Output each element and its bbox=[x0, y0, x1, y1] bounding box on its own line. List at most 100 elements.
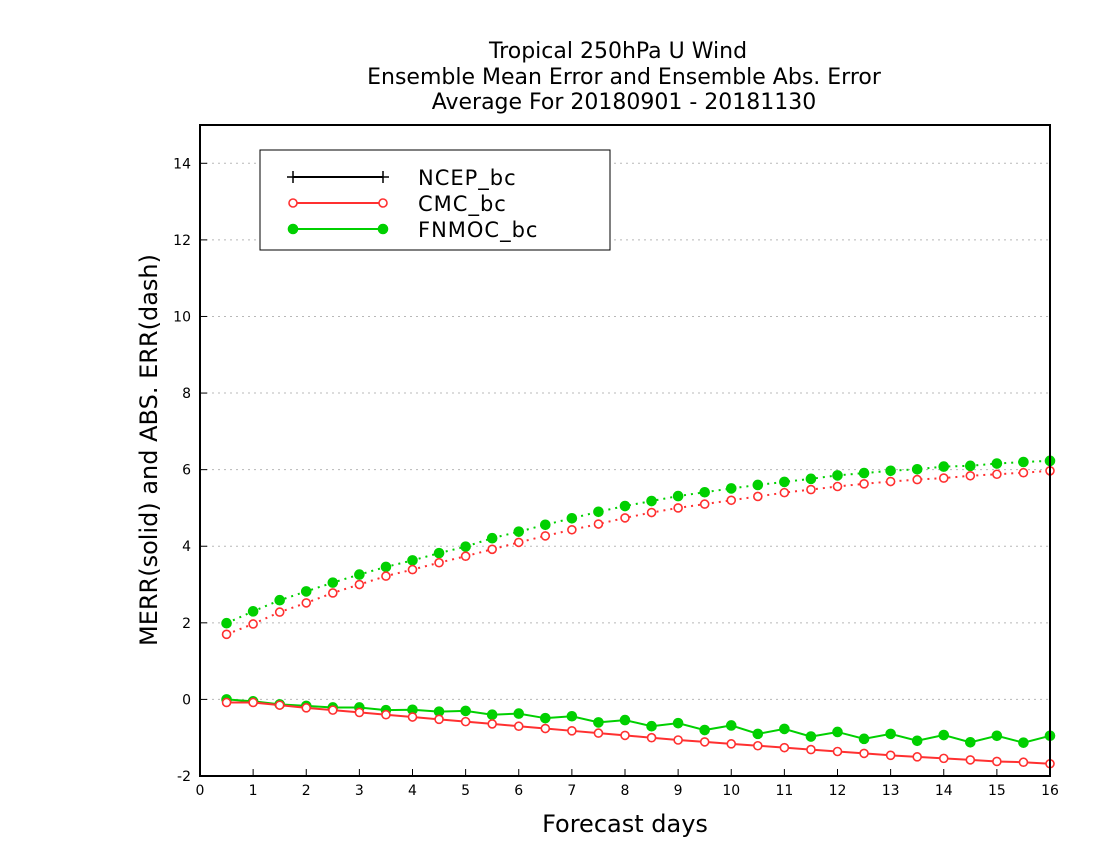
cmc-bc-mean-error-point bbox=[779, 742, 790, 753]
cmc-bc-abs-error-point bbox=[726, 495, 737, 506]
fnmoc-bc-abs-error-point bbox=[540, 519, 551, 531]
legend-label-ncep-bc: NCEP_bc bbox=[418, 166, 517, 191]
legend-label-fnmoc-bc: FNMOC_bc bbox=[418, 218, 538, 243]
fnmoc-bc-abs-error-point bbox=[274, 594, 285, 606]
fnmoc-bc-abs-error-point bbox=[646, 495, 657, 507]
x-tick-label: 7 bbox=[567, 783, 576, 799]
cmc-bc-mean-error-point bbox=[965, 755, 976, 765]
cmc-bc-abs-error-point bbox=[354, 579, 365, 590]
cmc-bc-abs-error-point bbox=[460, 551, 471, 561]
x-axis-label: Forecast days bbox=[542, 810, 708, 838]
cmc-bc-mean-error-point bbox=[859, 748, 869, 759]
cmc-bc-abs-error-point bbox=[912, 474, 922, 485]
x-tick-label: 9 bbox=[674, 783, 683, 799]
fnmoc-bc-abs-error-point bbox=[858, 467, 870, 479]
cmc-bc-abs-error-point bbox=[274, 607, 285, 617]
fnmoc-bc-abs-error-point bbox=[354, 569, 365, 580]
cmc-bc-mean-error-point bbox=[301, 703, 312, 713]
fnmoc-bc-mean-error-point bbox=[965, 737, 976, 748]
cmc-bc-mean-error-point bbox=[753, 740, 763, 751]
fnmoc-bc-mean-error-point bbox=[805, 731, 817, 742]
cmc-bc-mean-error-point bbox=[992, 756, 1002, 767]
legend-marker-fnmoc-bc bbox=[377, 223, 389, 235]
cmc-bc-mean-error-point bbox=[832, 746, 843, 757]
y-tick-label: 2 bbox=[182, 616, 191, 632]
fnmoc-bc-abs-error-point bbox=[991, 458, 1003, 469]
fnmoc-bc-mean-error-point bbox=[619, 714, 631, 726]
fnmoc-bc-abs-error-point bbox=[699, 486, 710, 498]
fnmoc-bc-mean-error-point bbox=[779, 723, 790, 735]
fnmoc-bc-mean-error-point bbox=[699, 724, 710, 736]
cmc-bc-mean-error-point bbox=[1018, 757, 1029, 768]
fnmoc-bc-abs-error-point bbox=[938, 461, 950, 472]
cmc-bc-abs-error-point bbox=[699, 499, 710, 509]
cmc-bc-mean-error-point bbox=[673, 735, 683, 745]
cmc-bc-mean-error-point bbox=[513, 721, 524, 732]
cmc-bc-abs-error-point bbox=[407, 564, 418, 575]
fnmoc-bc-abs-error-point bbox=[885, 465, 896, 477]
cmc-bc-mean-error-point bbox=[434, 714, 444, 725]
cmc-bc-abs-error-point bbox=[540, 531, 551, 541]
cmc-bc-mean-error-point bbox=[593, 728, 604, 738]
y-tick-label: 12 bbox=[173, 233, 191, 249]
y-tick-label: -2 bbox=[177, 769, 191, 785]
fnmoc-bc-abs-error-point bbox=[513, 526, 525, 537]
fnmoc-bc-abs-error-point bbox=[221, 617, 232, 629]
cmc-bc-abs-error-point bbox=[567, 524, 577, 535]
cmc-bc-mean-error-point bbox=[487, 719, 497, 729]
cmc-bc-abs-error-point bbox=[434, 557, 444, 568]
fnmoc-bc-mean-error-point bbox=[858, 733, 870, 745]
fnmoc-bc-mean-error-point bbox=[460, 705, 471, 717]
x-tick-label: 5 bbox=[461, 783, 470, 799]
fnmoc-bc-mean-error-point bbox=[1018, 737, 1029, 748]
cmc-bc-abs-error-point bbox=[965, 470, 976, 481]
cmc-bc-abs-error-point bbox=[646, 507, 657, 518]
fnmoc-bc-abs-error-point bbox=[486, 532, 498, 544]
cmc-bc-abs-error-point bbox=[779, 487, 790, 498]
cmc-bc-abs-error-line bbox=[226, 469, 1051, 636]
fnmoc-bc-abs-error-point bbox=[566, 512, 578, 524]
cmc-bc-abs-error-point bbox=[885, 476, 896, 487]
x-tick-label: 1 bbox=[249, 783, 258, 799]
cmc-bc-mean-error-point bbox=[540, 723, 551, 734]
legend-marker-cmc-bc bbox=[288, 198, 298, 208]
cmc-bc-mean-error-point bbox=[460, 716, 471, 727]
fnmoc-bc-abs-error-line bbox=[226, 459, 1051, 625]
fnmoc-bc-abs-error-point bbox=[619, 500, 631, 512]
cmc-bc-abs-error-point bbox=[248, 619, 258, 629]
fnmoc-bc-abs-error-point bbox=[460, 541, 471, 552]
fnmoc-bc-abs-error-point bbox=[407, 555, 418, 566]
x-tick-label: 4 bbox=[408, 783, 417, 799]
cmc-bc-abs-error-point bbox=[301, 598, 312, 608]
fnmoc-bc-mean-error-point bbox=[593, 717, 604, 728]
x-tick-label: 8 bbox=[621, 783, 630, 799]
cmc-bc-mean-error-point bbox=[726, 739, 737, 749]
fnmoc-bc-abs-error-point bbox=[433, 547, 445, 559]
fnmoc-bc-abs-error-point bbox=[752, 479, 764, 491]
cmc-bc-abs-error-point bbox=[859, 479, 869, 489]
cmc-bc-mean-error-line bbox=[226, 701, 1051, 765]
cmc-bc-abs-error-point bbox=[620, 513, 630, 523]
fnmoc-bc-abs-error-point bbox=[672, 490, 684, 502]
cmc-bc-mean-error-point bbox=[806, 744, 816, 755]
cmc-bc-abs-error-point bbox=[938, 473, 949, 483]
fnmoc-bc-mean-error-point bbox=[540, 712, 551, 724]
cmc-bc-mean-error-point bbox=[221, 697, 232, 708]
cmc-bc-abs-error-point bbox=[832, 481, 843, 492]
chart-title-line-2: Ensemble Mean Error and Ensemble Abs. Er… bbox=[367, 65, 882, 90]
fnmoc-bc-abs-error-point bbox=[805, 473, 817, 485]
x-tick-label: 15 bbox=[988, 783, 1006, 799]
legend-marker-ncep-bc bbox=[287, 171, 299, 183]
cmc-bc-abs-error-point bbox=[487, 544, 497, 555]
cmc-bc-abs-error-point bbox=[593, 519, 604, 529]
x-tick-label: 11 bbox=[775, 783, 793, 799]
fnmoc-bc-mean-error-point bbox=[938, 729, 950, 741]
cmc-bc-mean-error-point bbox=[248, 697, 258, 708]
y-axis-label: MERR(solid) and ABS. ERR(dash) bbox=[135, 254, 163, 646]
fnmoc-bc-mean-error-point bbox=[672, 717, 684, 729]
y-tick-label: 10 bbox=[173, 309, 191, 325]
cmc-bc-abs-error-point bbox=[328, 588, 338, 598]
